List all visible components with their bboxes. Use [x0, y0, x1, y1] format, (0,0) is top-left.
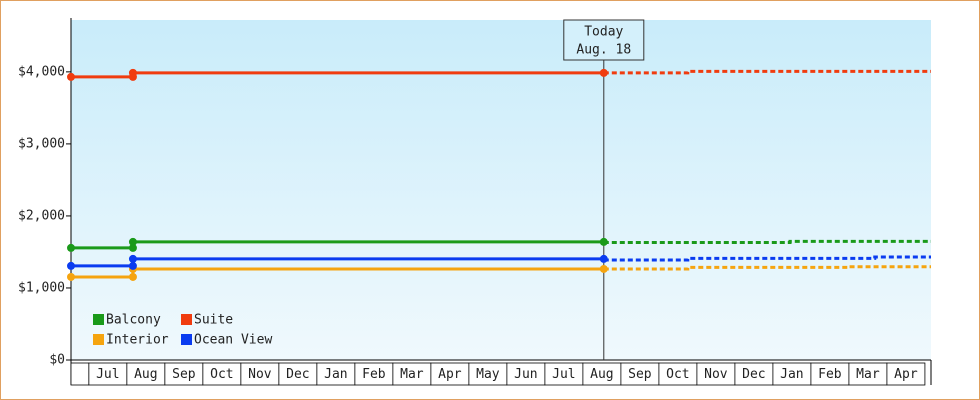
- x-tick-label: Jan: [324, 367, 347, 382]
- forecast-line: [603, 265, 931, 271]
- y-tick-label: $2,000: [18, 208, 65, 223]
- x-tick-label: Dec: [742, 367, 765, 382]
- x-tick-label: Apr: [438, 367, 462, 382]
- forecast-line: [603, 239, 931, 244]
- x-tick-label: Feb: [818, 367, 842, 382]
- legend-label: Interior: [106, 333, 169, 348]
- x-tick-label: Sep: [628, 367, 652, 382]
- price-point: [67, 272, 75, 281]
- x-tick-label: Aug: [134, 367, 157, 382]
- forecast-line: [603, 255, 931, 262]
- legend-label: Ocean View: [194, 333, 272, 348]
- price-point: [128, 261, 137, 270]
- x-tick-label: Apr: [894, 367, 918, 382]
- price-point: [599, 264, 608, 273]
- annotation-box: [563, 19, 645, 61]
- annotation-text: Today: [584, 25, 623, 40]
- legend-swatch: [93, 314, 104, 325]
- x-tick-label: Feb: [362, 367, 386, 382]
- plot-area: [71, 20, 931, 360]
- x-tick-label: Jun: [514, 367, 537, 382]
- y-tick-label: $4,000: [18, 64, 65, 79]
- y-tick-label: $0: [49, 353, 65, 368]
- x-tick-label: Jul: [552, 367, 575, 382]
- legend-swatch: [93, 334, 104, 345]
- x-tick-label: Mar: [400, 367, 424, 382]
- x-tick-label: Jan: [780, 367, 803, 382]
- x-tick-label: Nov: [704, 367, 728, 382]
- price-point: [128, 237, 137, 246]
- forecast-line: [603, 69, 931, 75]
- price-point: [67, 72, 75, 81]
- price-point: [128, 243, 137, 252]
- x-tick-label: Dec: [286, 367, 309, 382]
- price-point: [128, 254, 137, 263]
- y-tick-label: $1,000: [18, 280, 65, 295]
- y-tick-label: $3,000: [18, 136, 65, 151]
- x-category-box: [70, 362, 90, 386]
- price-point: [599, 68, 608, 77]
- x-tick-label: Sep: [172, 367, 196, 382]
- price-point: [67, 261, 75, 270]
- price-point: [599, 254, 608, 263]
- annotation-text: Aug. 18: [576, 43, 631, 58]
- x-tick-label: Oct: [666, 367, 689, 382]
- x-tick-label: Oct: [210, 367, 233, 382]
- x-tick-label: Aug: [590, 367, 613, 382]
- x-tick-label: May: [476, 367, 500, 382]
- price-point: [128, 68, 137, 77]
- legend-swatch: [181, 314, 192, 325]
- legend-label: Balcony: [106, 313, 161, 328]
- x-category-box: [886, 362, 926, 386]
- x-tick-label: Nov: [248, 367, 272, 382]
- legend-swatch: [181, 334, 192, 345]
- x-tick-label: Mar: [856, 367, 880, 382]
- price-point: [128, 272, 137, 281]
- legend-label: Suite: [194, 313, 233, 328]
- price-point: [599, 237, 608, 246]
- price-point: [67, 243, 75, 252]
- x-tick-label: Jul: [96, 367, 119, 382]
